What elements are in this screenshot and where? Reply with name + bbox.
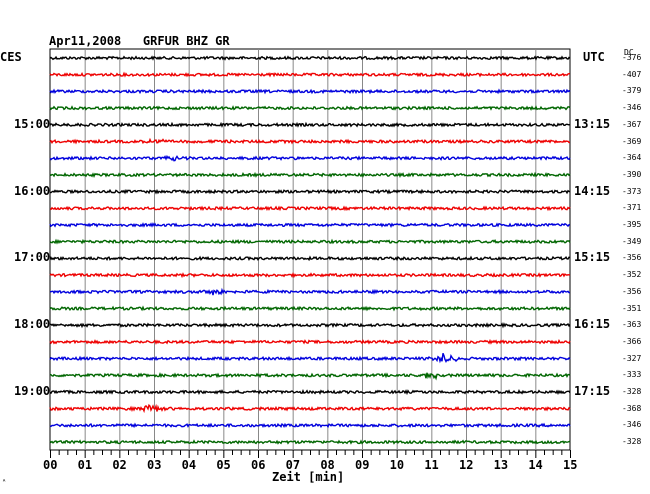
x-tick-label: 11 xyxy=(424,458,439,472)
dc-offset-label: -346 xyxy=(622,420,642,430)
seismic-trace xyxy=(49,55,571,61)
dc-offset-label: -327 xyxy=(622,353,642,363)
x-tick-label: 13 xyxy=(493,458,509,472)
right-hour-label: 16:15 xyxy=(574,317,611,332)
seismic-trace xyxy=(49,105,571,111)
dc-offset-label: -371 xyxy=(622,203,642,213)
dc-header-label: DC xyxy=(624,48,634,57)
dc-offset-label: -363 xyxy=(622,320,642,330)
x-tick-label: 07 xyxy=(285,458,301,472)
left-hour-label: 15:00 xyxy=(14,116,51,131)
left-timezone-label: CES xyxy=(0,50,22,64)
x-tick-label: 01 xyxy=(77,458,93,472)
x-tick-label: 06 xyxy=(251,458,266,472)
dc-offset-label: -368 xyxy=(622,403,642,413)
seismic-trace xyxy=(49,272,571,279)
x-tick-label: 03 xyxy=(147,458,162,472)
chart-title: Apr11,2008 GRFUR BHZ GR xyxy=(49,34,230,48)
dc-offset-label: -351 xyxy=(622,303,642,313)
dc-offset-label: -364 xyxy=(622,153,642,163)
dc-offset-label: -346 xyxy=(622,103,642,113)
x-tick-label: 15 xyxy=(563,458,578,472)
x-tick-label: 12 xyxy=(459,458,474,472)
corner-mark: ᴬ xyxy=(2,478,7,486)
x-tick-label: 10 xyxy=(389,458,405,472)
seismic-trace xyxy=(49,388,571,396)
seismic-trace xyxy=(49,171,571,179)
seismic-trace xyxy=(49,338,571,345)
dc-offset-label: -369 xyxy=(622,136,642,146)
x-tick-label: 14 xyxy=(528,458,543,472)
seismic-trace xyxy=(49,439,571,445)
dc-offset-label: -373 xyxy=(622,186,642,196)
dc-offset-label: -379 xyxy=(622,86,642,96)
seismic-trace xyxy=(49,287,571,296)
right-hour-label: 14:15 xyxy=(574,183,611,198)
left-hour-label: 17:00 xyxy=(14,250,51,265)
seismic-trace xyxy=(49,71,571,78)
dc-offset-label: -352 xyxy=(622,270,642,280)
left-hour-label: 18:00 xyxy=(14,317,51,332)
x-tick-label: 05 xyxy=(216,458,231,472)
x-axis-label: Zeit [min] xyxy=(272,470,345,484)
seismic-trace xyxy=(49,422,571,429)
seismic-trace xyxy=(49,121,571,128)
right-hour-label: 13:15 xyxy=(574,116,611,131)
right-hour-label: 15:15 xyxy=(574,250,611,265)
dc-offset-label: -395 xyxy=(622,220,642,229)
left-hour-label: 19:00 xyxy=(14,384,51,398)
right-timezone-label: UTC xyxy=(583,50,605,64)
seismic-trace xyxy=(49,238,571,245)
x-tick-label: 04 xyxy=(181,458,197,472)
seismic-trace xyxy=(49,305,571,312)
left-hour-label: 16:00 xyxy=(14,183,51,198)
x-tick-label: 02 xyxy=(112,458,127,472)
x-tick-label: 00 xyxy=(43,458,58,472)
seismic-trace xyxy=(50,188,570,195)
dc-offset-label: -366 xyxy=(622,336,642,346)
dc-offset-label: -356 xyxy=(622,286,642,296)
seismic-trace xyxy=(49,205,571,212)
dc-offset-label: -390 xyxy=(622,169,642,179)
x-tick-label: 09 xyxy=(355,458,370,472)
seismic-trace xyxy=(49,137,571,145)
seismic-trace xyxy=(49,352,571,364)
x-tick-label: 08 xyxy=(320,458,335,472)
dc-offset-label: -407 xyxy=(622,69,642,79)
dc-offset-label: -367 xyxy=(622,119,642,129)
dc-offset-label: -376 xyxy=(622,53,642,62)
seismic-trace xyxy=(49,255,571,262)
dc-offset-label: -349 xyxy=(622,236,642,246)
plot-frame xyxy=(49,48,571,451)
seismic-trace xyxy=(49,322,571,329)
dc-offset-label: -328 xyxy=(622,437,642,447)
dc-offset-label: -356 xyxy=(622,253,642,263)
seismic-trace xyxy=(49,372,571,381)
seismic-trace xyxy=(49,88,571,95)
right-hour-label: 17:15 xyxy=(574,384,611,398)
dc-offset-label: -328 xyxy=(622,387,642,396)
dc-offset-label: -333 xyxy=(622,370,642,380)
seismic-trace xyxy=(49,222,571,228)
seismic-trace xyxy=(49,403,571,414)
seismic-trace xyxy=(49,154,571,162)
